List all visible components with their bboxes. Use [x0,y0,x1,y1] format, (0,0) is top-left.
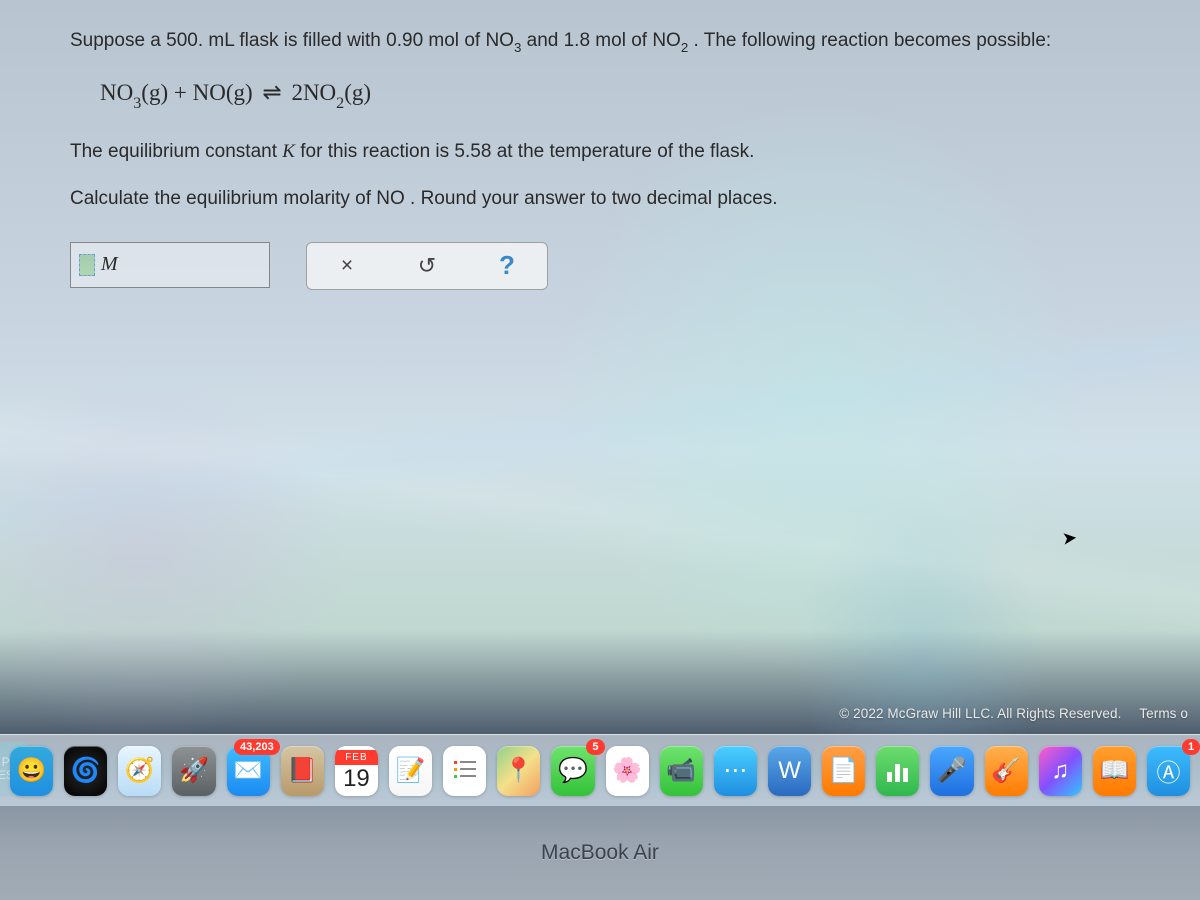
answer-input[interactable]: M [70,242,270,288]
mail-icon[interactable]: ✉️ 43,203 [227,746,270,796]
mail-badge: 43,203 [234,739,280,755]
eq-state: (g) [344,80,371,105]
k-symbol: K [282,141,295,162]
pages-icon[interactable]: 📄 [822,746,865,796]
messages-badge: 5 [586,739,604,755]
answer-controls: × ↺ ? [306,242,548,290]
subscript: 3 [514,40,521,55]
eq-coef: 2 [291,80,303,105]
clear-button[interactable]: × [307,243,387,289]
siri-icon[interactable]: 🌀 [64,746,107,796]
contacts-icon[interactable]: 📕 [281,746,324,796]
extra-app-icon[interactable]: ⋯ [714,746,757,796]
terms-link[interactable]: Terms o [1139,706,1188,721]
text: . The following reaction becomes possibl… [694,30,1052,51]
eq-state: (g) [141,80,168,105]
facetime-icon[interactable]: 📹 [660,746,703,796]
subscript: 3 [133,95,141,112]
laptop-label: MacBook Air [541,841,659,865]
eq-species: NO [303,80,336,105]
messages-icon[interactable]: 💬 5 [551,746,594,796]
text: flask is filled with [239,30,386,51]
eq-plus: + [174,80,187,105]
appstore-badge: 1 [1182,739,1200,755]
reset-button[interactable]: ↺ [387,243,467,289]
target-species: NO [376,188,405,209]
species-2: NO [652,30,681,51]
text: The equilibrium constant [70,141,282,162]
text: Calculate the equilibrium molarity of [70,188,376,209]
problem-panel: Suppose a 500. mL flask is filled with 0… [46,6,1180,310]
calendar-day: 19 [343,765,370,791]
text: for this reaction is [300,141,454,162]
eq-species: NO [100,80,133,105]
keynote-icon[interactable]: 🎤 [930,746,973,796]
safari-icon[interactable]: 🧭 [118,746,161,796]
calendar-month: FEB [335,750,378,765]
answer-row: M × ↺ ? [70,242,1156,290]
copyright-footer: © 2022 McGraw Hill LLC. All Rights Reser… [839,706,1188,721]
text: Suppose a [70,30,166,51]
mol-value-1: 0.90 mol [386,30,459,51]
volume-value: 500. mL [166,30,234,51]
copyright-text: © 2022 McGraw Hill LLC. All Rights Reser… [839,706,1121,721]
eq-arrow: ⇌ [262,80,281,105]
text: of [464,30,485,51]
help-button[interactable]: ? [467,243,547,289]
numbers-icon[interactable] [876,746,919,796]
reminders-icon[interactable] [443,746,486,796]
garageband-icon[interactable]: 🎸 [985,746,1028,796]
calendar-icon[interactable]: FEB 19 [335,746,378,796]
ibooks-icon[interactable]: 📖 [1093,746,1136,796]
laptop-bezel: MacBook Air [0,806,1200,900]
mol-value-2: 1.8 mol [564,30,626,51]
input-placeholder-icon [79,254,95,276]
finder-icon[interactable]: 😀 [10,746,53,796]
launchpad-icon[interactable]: 🚀 [172,746,215,796]
text: at the temperature of the flask. [497,141,755,162]
macos-dock: 😀 🌀 🧭 🚀 ✉️ 43,203 📕 FEB 19 📝 📍 💬 5 🌸 📹 ⋯… [0,734,1200,806]
photos-icon[interactable]: 🌸 [606,746,649,796]
subscript: 2 [336,95,344,112]
word-icon[interactable]: W [768,746,811,796]
eq-state: (g) [226,80,253,105]
problem-line-3: Calculate the equilibrium molarity of NO… [70,184,1156,213]
text: . Round your answer to two decimal place… [410,188,778,209]
k-value: 5.58 [454,141,491,162]
cursor-icon: ➤ [1061,527,1078,549]
problem-line-1: Suppose a 500. mL flask is filled with 0… [70,26,1156,57]
eq-species: NO [193,80,226,105]
text: and [527,30,564,51]
reaction-equation: NO3(g) + NO(g) ⇌ 2NO2(g) [100,75,1156,115]
maps-icon[interactable]: 📍 [497,746,540,796]
appstore-icon[interactable]: Ⓐ 1 [1147,746,1190,796]
itunes-icon[interactable]: ♫ [1039,746,1082,796]
text: of [631,30,652,51]
notes-icon[interactable]: 📝 [389,746,432,796]
answer-unit: M [101,249,118,280]
problem-line-2: The equilibrium constant K for this reac… [70,137,1156,166]
species-1: NO [485,30,514,51]
subscript: 2 [681,40,688,55]
